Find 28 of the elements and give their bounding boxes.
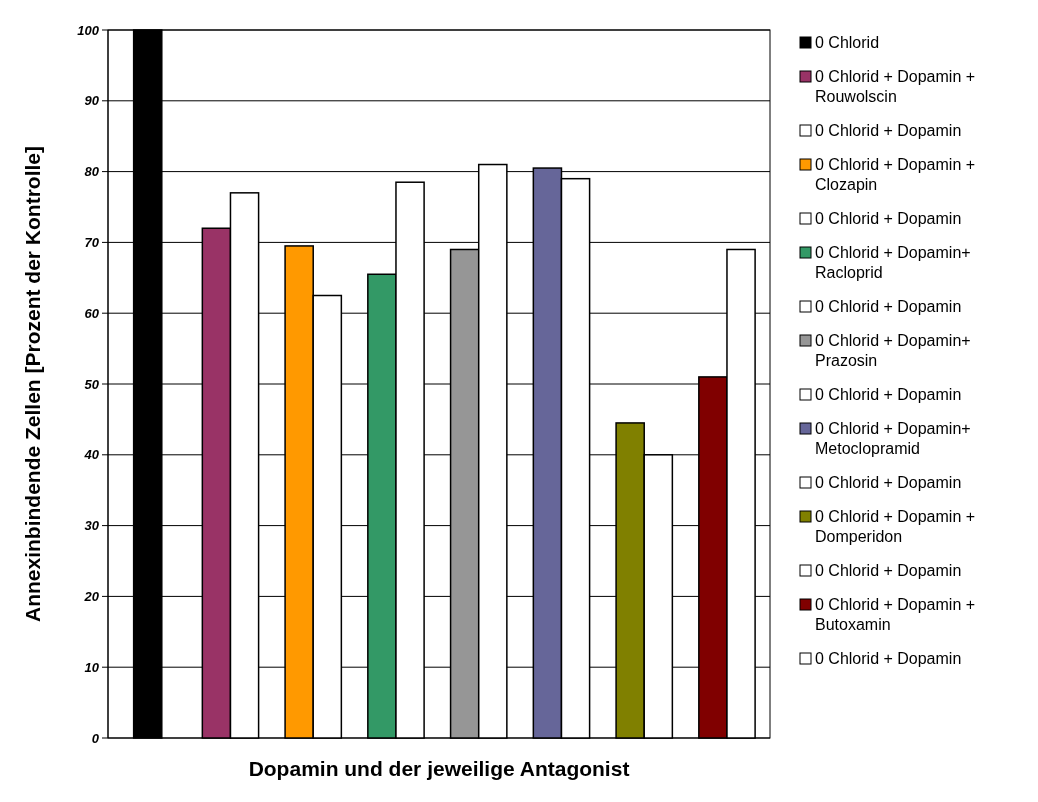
- y-tick-label: 50: [84, 376, 100, 392]
- y-tick-label: 60: [84, 305, 100, 321]
- legend-label: 0 Chlorid + Dopamin: [815, 386, 962, 403]
- legend-label: 0 Chlorid + Dopamin: [815, 562, 962, 579]
- legend-label: 0 Chlorid: [815, 34, 880, 51]
- y-tick-label: 20: [83, 588, 100, 604]
- legend-label: 0 Chlorid + Dopamin + Butoxamin: [815, 596, 976, 633]
- legend-label: 0 Chlorid + Dopamin: [815, 474, 962, 491]
- x-axis-title: Dopamin und der jeweilige Antagonist: [248, 757, 630, 780]
- y-tick-label: 10: [84, 659, 100, 675]
- legend-label: 0 Chlorid + Dopamin + Clozapin: [815, 156, 976, 193]
- legend-label: 0 Chlorid + Dopamin+ Racloprid: [815, 244, 971, 281]
- y-tick-label: 30: [84, 518, 100, 534]
- legend-label: 0 Chlorid + Dopamin: [815, 298, 962, 315]
- y-tick-label: 90: [84, 93, 100, 109]
- legend-label: 0 Chlorid + Dopamin: [815, 650, 962, 667]
- legend-label: 0 Chlorid + Dopamin + Rouwolscin: [815, 68, 976, 105]
- y-tick-label: 40: [83, 447, 100, 463]
- legend-label: 0 Chlorid + Dopamin: [815, 210, 962, 227]
- legend-label: 0 Chlorid + Dopamin+ Prazosin: [815, 332, 971, 369]
- legend-label: 0 Chlorid + Dopamin + Domperidon: [815, 508, 976, 545]
- legend-label: 0 Chlorid + Dopamin: [815, 122, 962, 139]
- y-tick-label: 0: [91, 730, 100, 746]
- y-tick-label: 100: [77, 22, 100, 38]
- y-axis-title: Annexinbindende Zellen [Prozent der Kontrolle]: [21, 145, 44, 623]
- y-tick-label: 70: [84, 234, 100, 250]
- legend-label: 0 Chlorid + Dopamin+ Metoclopramid: [815, 420, 971, 457]
- y-tick-label: 80: [84, 164, 100, 180]
